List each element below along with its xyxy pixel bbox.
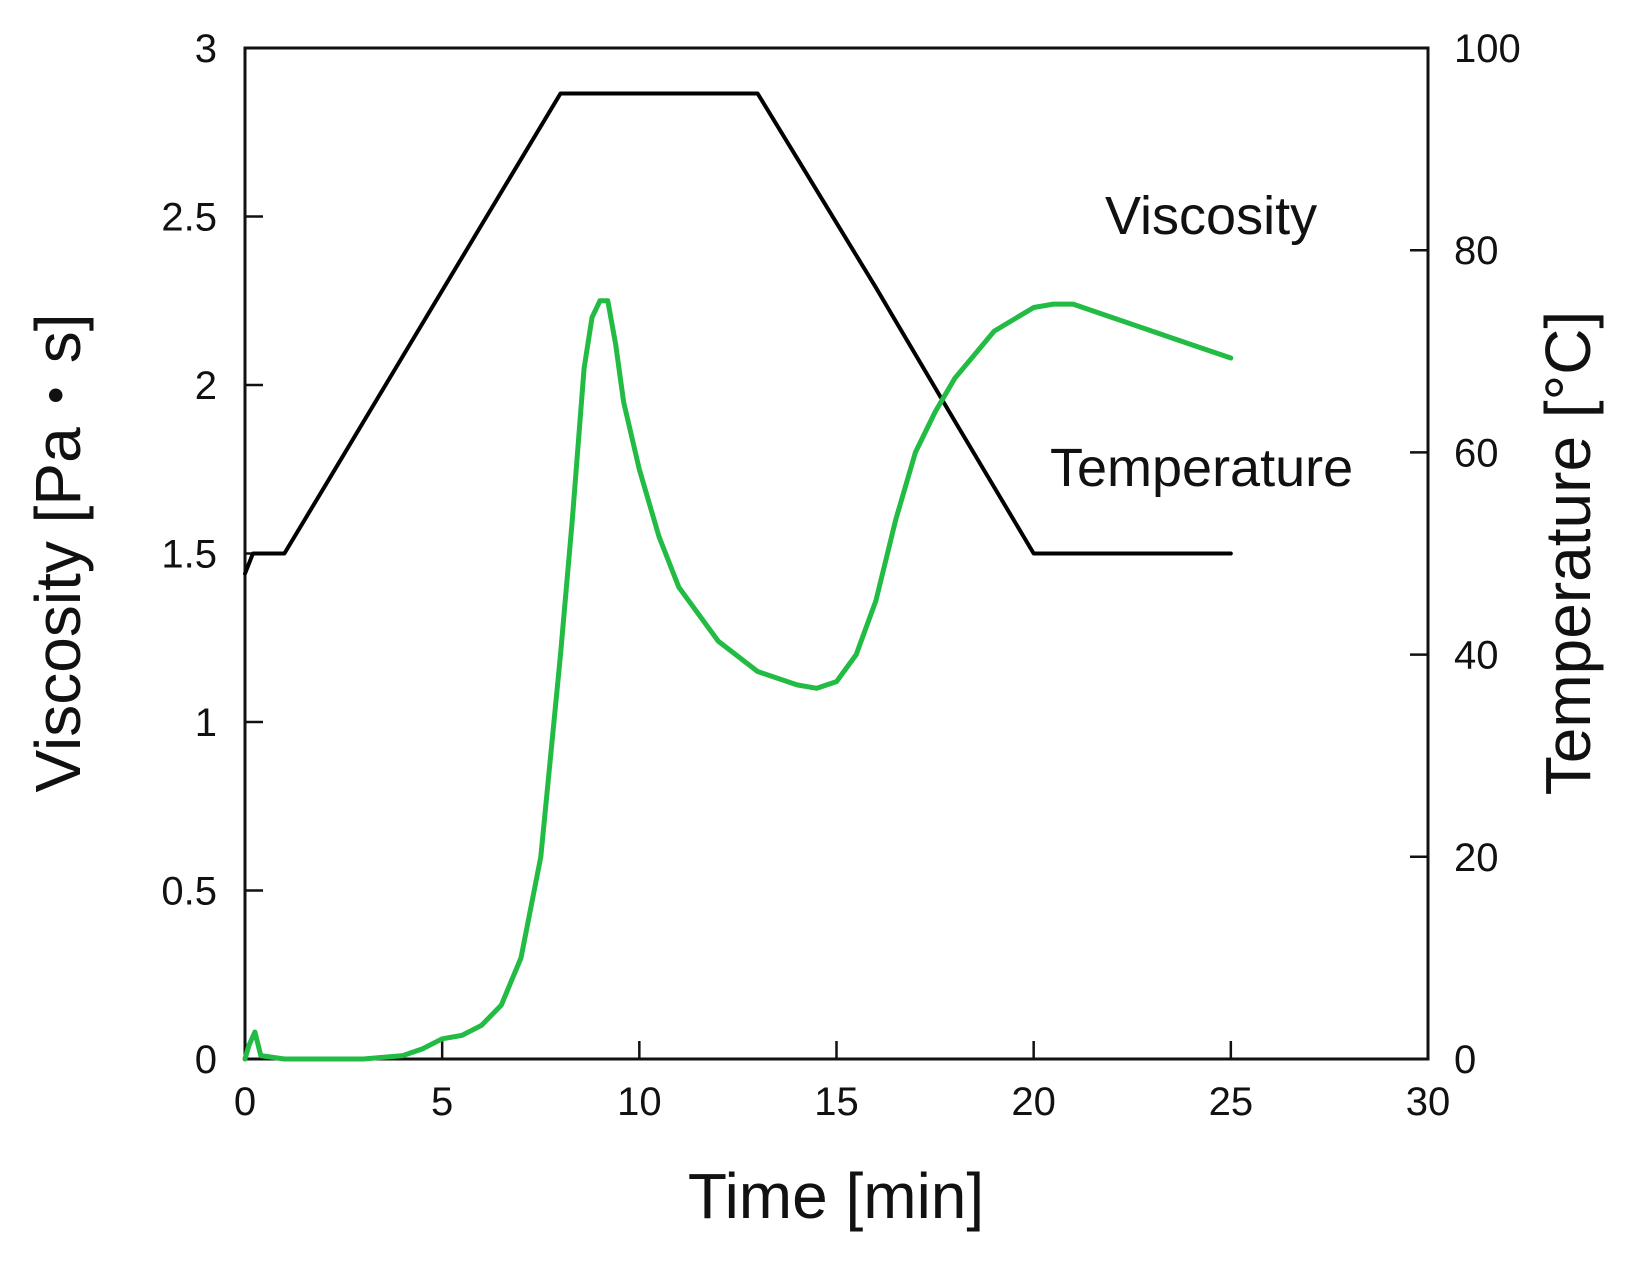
left-y-tick-label: 2.5 [161,196,217,240]
series-layer [242,91,1234,1062]
temperature-line [243,91,1233,576]
right-y-tick-label: 40 [1454,634,1499,678]
viscosity-line [242,298,1234,1062]
right-y-tick-label: 100 [1454,27,1521,71]
left-y-axis: 0 0.5 1 1.5 2 2.5 3 [161,27,263,1082]
x-axis-title: Time [min] [688,1160,984,1232]
x-tick-label: 20 [1011,1080,1056,1124]
annotation-viscosity: Viscosity [1105,186,1317,246]
annotation-temperature: Temperature [1050,438,1353,498]
right-y-tick-label: 80 [1454,229,1499,273]
left-y-tick-label: 0.5 [161,870,217,914]
right-y-axis: 0 20 40 60 80 100 [1410,27,1521,1082]
left-y-axis-title: Viscosity [Pa・s] [22,314,94,793]
x-tick-label: 0 [234,1080,256,1124]
right-y-tick-label: 60 [1454,431,1499,475]
x-axis: 0 5 10 15 20 25 30 [234,1041,1450,1124]
x-tick-label: 10 [617,1080,662,1124]
right-y-tick-label: 0 [1454,1038,1476,1082]
left-y-tick-label: 0 [195,1038,217,1082]
x-tick-label: 30 [1406,1080,1451,1124]
left-y-tick-label: 1.5 [161,533,217,577]
x-tick-label: 15 [814,1080,859,1124]
left-y-tick-label: 1 [195,701,217,745]
x-tick-label: 25 [1209,1080,1254,1124]
right-y-axis-title: Temperature [°C] [1532,311,1604,795]
left-y-tick-label: 2 [195,364,217,408]
right-y-tick-label: 20 [1454,836,1499,880]
left-y-tick-label: 3 [195,27,217,71]
x-tick-label: 5 [431,1080,453,1124]
